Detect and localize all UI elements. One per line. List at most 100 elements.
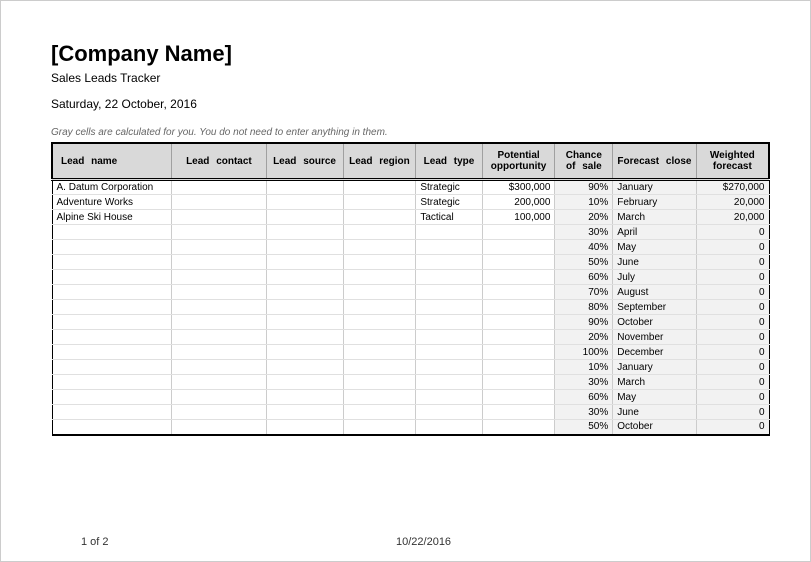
cell[interactable] xyxy=(52,225,172,240)
cell[interactable] xyxy=(482,375,555,390)
cell[interactable] xyxy=(172,225,266,240)
cell[interactable] xyxy=(343,330,416,345)
cell[interactable] xyxy=(266,390,343,405)
cell[interactable] xyxy=(482,255,555,270)
cell[interactable] xyxy=(172,330,266,345)
cell[interactable] xyxy=(266,375,343,390)
cell[interactable] xyxy=(416,285,482,300)
cell[interactable]: Strategic xyxy=(416,195,482,210)
cell[interactable]: 90% xyxy=(555,315,613,330)
cell[interactable] xyxy=(172,195,266,210)
cell[interactable] xyxy=(416,330,482,345)
cell[interactable]: 100,000 xyxy=(482,210,555,225)
cell[interactable] xyxy=(343,270,416,285)
cell[interactable]: 0 xyxy=(696,225,769,240)
cell[interactable]: A. Datum Corporation xyxy=(52,180,172,195)
cell[interactable] xyxy=(482,330,555,345)
cell[interactable]: February xyxy=(613,195,696,210)
cell[interactable] xyxy=(416,300,482,315)
cell[interactable]: October xyxy=(613,315,696,330)
cell[interactable] xyxy=(343,390,416,405)
cell[interactable] xyxy=(416,270,482,285)
cell[interactable] xyxy=(52,330,172,345)
cell[interactable]: 0 xyxy=(696,285,769,300)
cell[interactable] xyxy=(482,420,555,435)
cell[interactable]: 100% xyxy=(555,345,613,360)
cell[interactable]: 200,000 xyxy=(482,195,555,210)
cell[interactable] xyxy=(343,180,416,195)
cell[interactable] xyxy=(52,300,172,315)
cell[interactable] xyxy=(172,375,266,390)
cell[interactable] xyxy=(416,345,482,360)
cell[interactable]: March xyxy=(613,210,696,225)
cell[interactable] xyxy=(266,330,343,345)
cell[interactable] xyxy=(266,195,343,210)
cell[interactable]: 10% xyxy=(555,195,613,210)
cell[interactable]: 0 xyxy=(696,300,769,315)
cell[interactable] xyxy=(482,390,555,405)
cell[interactable] xyxy=(266,285,343,300)
cell[interactable]: $270,000 xyxy=(696,180,769,195)
cell[interactable] xyxy=(266,420,343,435)
cell[interactable] xyxy=(52,360,172,375)
cell[interactable] xyxy=(52,405,172,420)
cell[interactable]: 0 xyxy=(696,270,769,285)
cell[interactable] xyxy=(52,315,172,330)
cell[interactable]: 90% xyxy=(555,180,613,195)
cell[interactable] xyxy=(172,390,266,405)
cell[interactable]: September xyxy=(613,300,696,315)
cell[interactable]: 0 xyxy=(696,240,769,255)
cell[interactable]: Strategic xyxy=(416,180,482,195)
cell[interactable]: March xyxy=(613,375,696,390)
cell[interactable]: 20% xyxy=(555,330,613,345)
cell[interactable]: Tactical xyxy=(416,210,482,225)
cell[interactable]: 50% xyxy=(555,255,613,270)
cell[interactable] xyxy=(343,345,416,360)
cell[interactable] xyxy=(52,345,172,360)
cell[interactable]: 0 xyxy=(696,360,769,375)
cell[interactable] xyxy=(52,270,172,285)
cell[interactable]: 30% xyxy=(555,225,613,240)
cell[interactable] xyxy=(343,360,416,375)
cell[interactable] xyxy=(52,255,172,270)
cell[interactable] xyxy=(266,315,343,330)
cell[interactable] xyxy=(343,315,416,330)
cell[interactable] xyxy=(172,360,266,375)
cell[interactable] xyxy=(343,375,416,390)
cell[interactable]: 0 xyxy=(696,420,769,435)
cell[interactable] xyxy=(416,255,482,270)
cell[interactable] xyxy=(266,210,343,225)
cell[interactable]: 80% xyxy=(555,300,613,315)
cell[interactable]: 30% xyxy=(555,375,613,390)
cell[interactable] xyxy=(172,345,266,360)
cell[interactable]: 0 xyxy=(696,390,769,405)
cell[interactable] xyxy=(266,180,343,195)
cell[interactable] xyxy=(416,240,482,255)
cell[interactable] xyxy=(266,270,343,285)
cell[interactable]: 10% xyxy=(555,360,613,375)
cell[interactable]: 20,000 xyxy=(696,210,769,225)
cell[interactable]: 20% xyxy=(555,210,613,225)
cell[interactable] xyxy=(52,240,172,255)
cell[interactable] xyxy=(343,195,416,210)
cell[interactable] xyxy=(172,180,266,195)
cell[interactable] xyxy=(266,225,343,240)
cell[interactable] xyxy=(343,255,416,270)
cell[interactable] xyxy=(482,270,555,285)
cell[interactable] xyxy=(172,405,266,420)
cell[interactable]: 0 xyxy=(696,375,769,390)
cell[interactable] xyxy=(172,270,266,285)
cell[interactable]: 20,000 xyxy=(696,195,769,210)
cell[interactable]: 0 xyxy=(696,345,769,360)
cell[interactable]: December xyxy=(613,345,696,360)
cell[interactable] xyxy=(172,300,266,315)
cell[interactable] xyxy=(482,345,555,360)
cell[interactable]: June xyxy=(613,255,696,270)
cell[interactable]: 30% xyxy=(555,405,613,420)
cell[interactable] xyxy=(482,285,555,300)
cell[interactable] xyxy=(416,360,482,375)
cell[interactable] xyxy=(343,300,416,315)
cell[interactable] xyxy=(172,285,266,300)
cell[interactable] xyxy=(172,255,266,270)
cell[interactable]: 60% xyxy=(555,270,613,285)
